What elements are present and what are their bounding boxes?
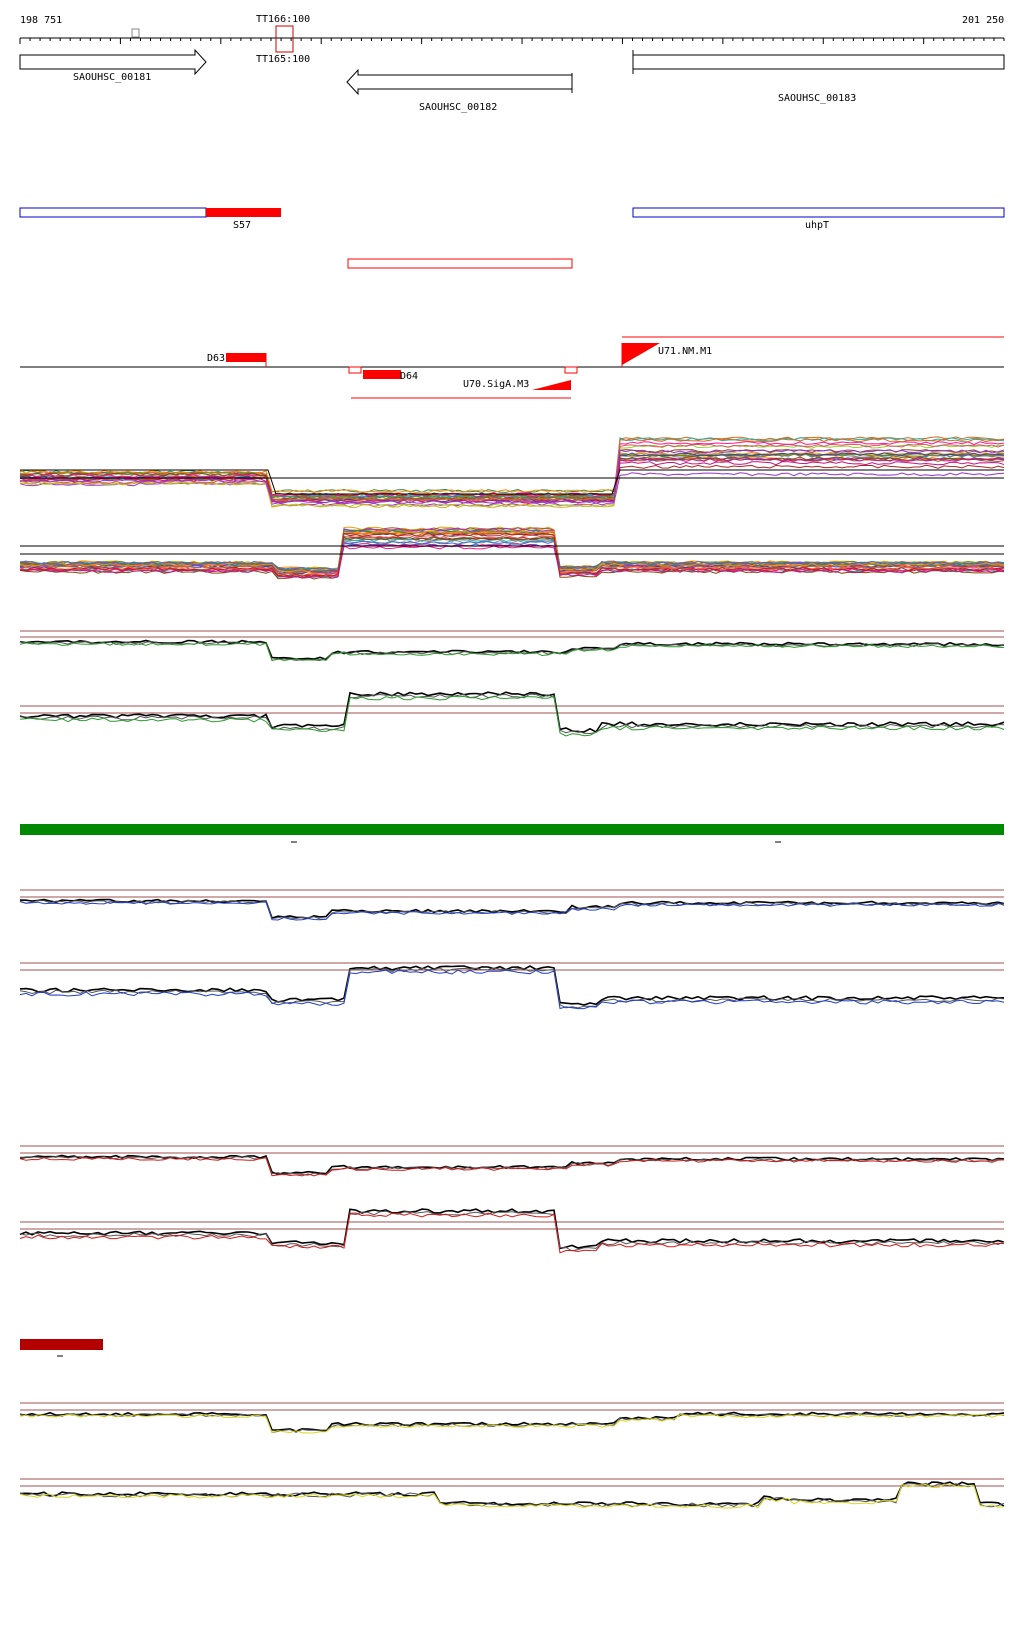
profile-line	[19, 642, 1005, 662]
profile-line	[19, 1481, 1005, 1507]
u70-triangle[interactable]	[532, 380, 571, 390]
expression-line	[19, 456, 1005, 497]
u71-triangle[interactable]	[622, 343, 660, 365]
expression-line	[19, 530, 1005, 573]
profile-line	[19, 1412, 1005, 1434]
ruler-ticks	[19, 38, 1005, 44]
gene-label: SAOUHSC_00183	[778, 93, 856, 104]
gene-saouhsc-00183[interactable]: SAOUHSC_00183	[632, 50, 1005, 104]
expression-line	[19, 441, 1005, 497]
dark-red-region-track	[20, 1339, 103, 1357]
reference-line	[20, 469, 1004, 495]
d64-segment[interactable]	[363, 370, 401, 379]
profile-line	[19, 900, 1004, 921]
expression-bundle-middle	[19, 526, 1005, 580]
profile-line	[19, 965, 1005, 1006]
expression-line	[19, 437, 1005, 500]
gene-label: SAOUHSC_00182	[419, 102, 497, 113]
coordinate-ruler: 198 751 201 250	[19, 15, 1005, 44]
gene-saouhsc-00182[interactable]: SAOUHSC_00182	[346, 68, 573, 113]
blue-profile-track	[19, 889, 1005, 1010]
u71-label: U71.NM.M1	[658, 346, 712, 357]
marker-sublabel: TT165:100	[256, 54, 310, 65]
red-profile-track	[19, 1145, 1005, 1254]
gene-track: SAOUHSC_00181 SAOUHSC_00182 SAOUHSC_0018…	[19, 48, 1005, 113]
uhpt-feature[interactable]	[632, 207, 1005, 218]
profile-line	[19, 1156, 1005, 1177]
expression-bundle-top	[19, 436, 1005, 508]
expression-line	[19, 451, 1005, 508]
d63-label: D63	[207, 353, 225, 364]
blue-feature-left[interactable]	[19, 207, 207, 218]
profile-line	[19, 695, 1005, 737]
u70-label: U70.SigA.M3	[463, 379, 529, 390]
profile-line	[19, 899, 1005, 920]
dark-red-region-bar[interactable]	[20, 1339, 103, 1350]
marker-label: TT166:100	[256, 14, 310, 25]
ruler-start-label: 198 751	[20, 15, 62, 26]
profile-line	[19, 969, 1005, 1010]
profile-line	[19, 1208, 1005, 1250]
expression-line	[19, 449, 1005, 505]
expression-line	[19, 536, 1005, 580]
profile-line	[19, 1210, 1005, 1252]
s57-label: S57	[233, 220, 251, 231]
yellow-profile-track	[19, 1402, 1005, 1509]
profile-line	[19, 1212, 1005, 1254]
profile-line	[19, 693, 1005, 735]
d64-right-notch	[564, 366, 578, 374]
d64-left-notch	[348, 366, 362, 374]
profile-line	[19, 1483, 1005, 1509]
ruler-end-label: 201 250	[962, 15, 1004, 26]
ruler-small-marker[interactable]	[131, 28, 140, 38]
red-outline-feature[interactable]	[347, 258, 573, 269]
profile-line	[19, 1414, 1005, 1434]
expression-line	[19, 532, 1005, 578]
uhpt-label: uhpT	[805, 220, 829, 231]
d64-label: D64	[400, 371, 418, 382]
expression-line	[19, 444, 1005, 508]
d63-segment[interactable]	[226, 353, 266, 362]
gene-saouhsc-00181[interactable]: SAOUHSC_00181	[19, 48, 207, 83]
green-region-bar[interactable]	[20, 824, 1004, 835]
feature-track: S57 uhpT	[19, 207, 1005, 269]
green-profile-track	[19, 630, 1005, 737]
expression-line	[19, 540, 1005, 571]
s57-feature[interactable]	[206, 208, 281, 217]
profile-line	[19, 640, 1005, 662]
segment-track: U71.NM.M1 D63 D64 U70.SigA.M3	[20, 336, 1004, 399]
profile-line	[19, 691, 1005, 733]
expression-line	[19, 529, 1004, 577]
gene-label: SAOUHSC_00181	[73, 72, 151, 83]
green-region-track	[20, 824, 1004, 843]
marker-tt166[interactable]: TT166:100 TT165:100	[256, 14, 310, 65]
